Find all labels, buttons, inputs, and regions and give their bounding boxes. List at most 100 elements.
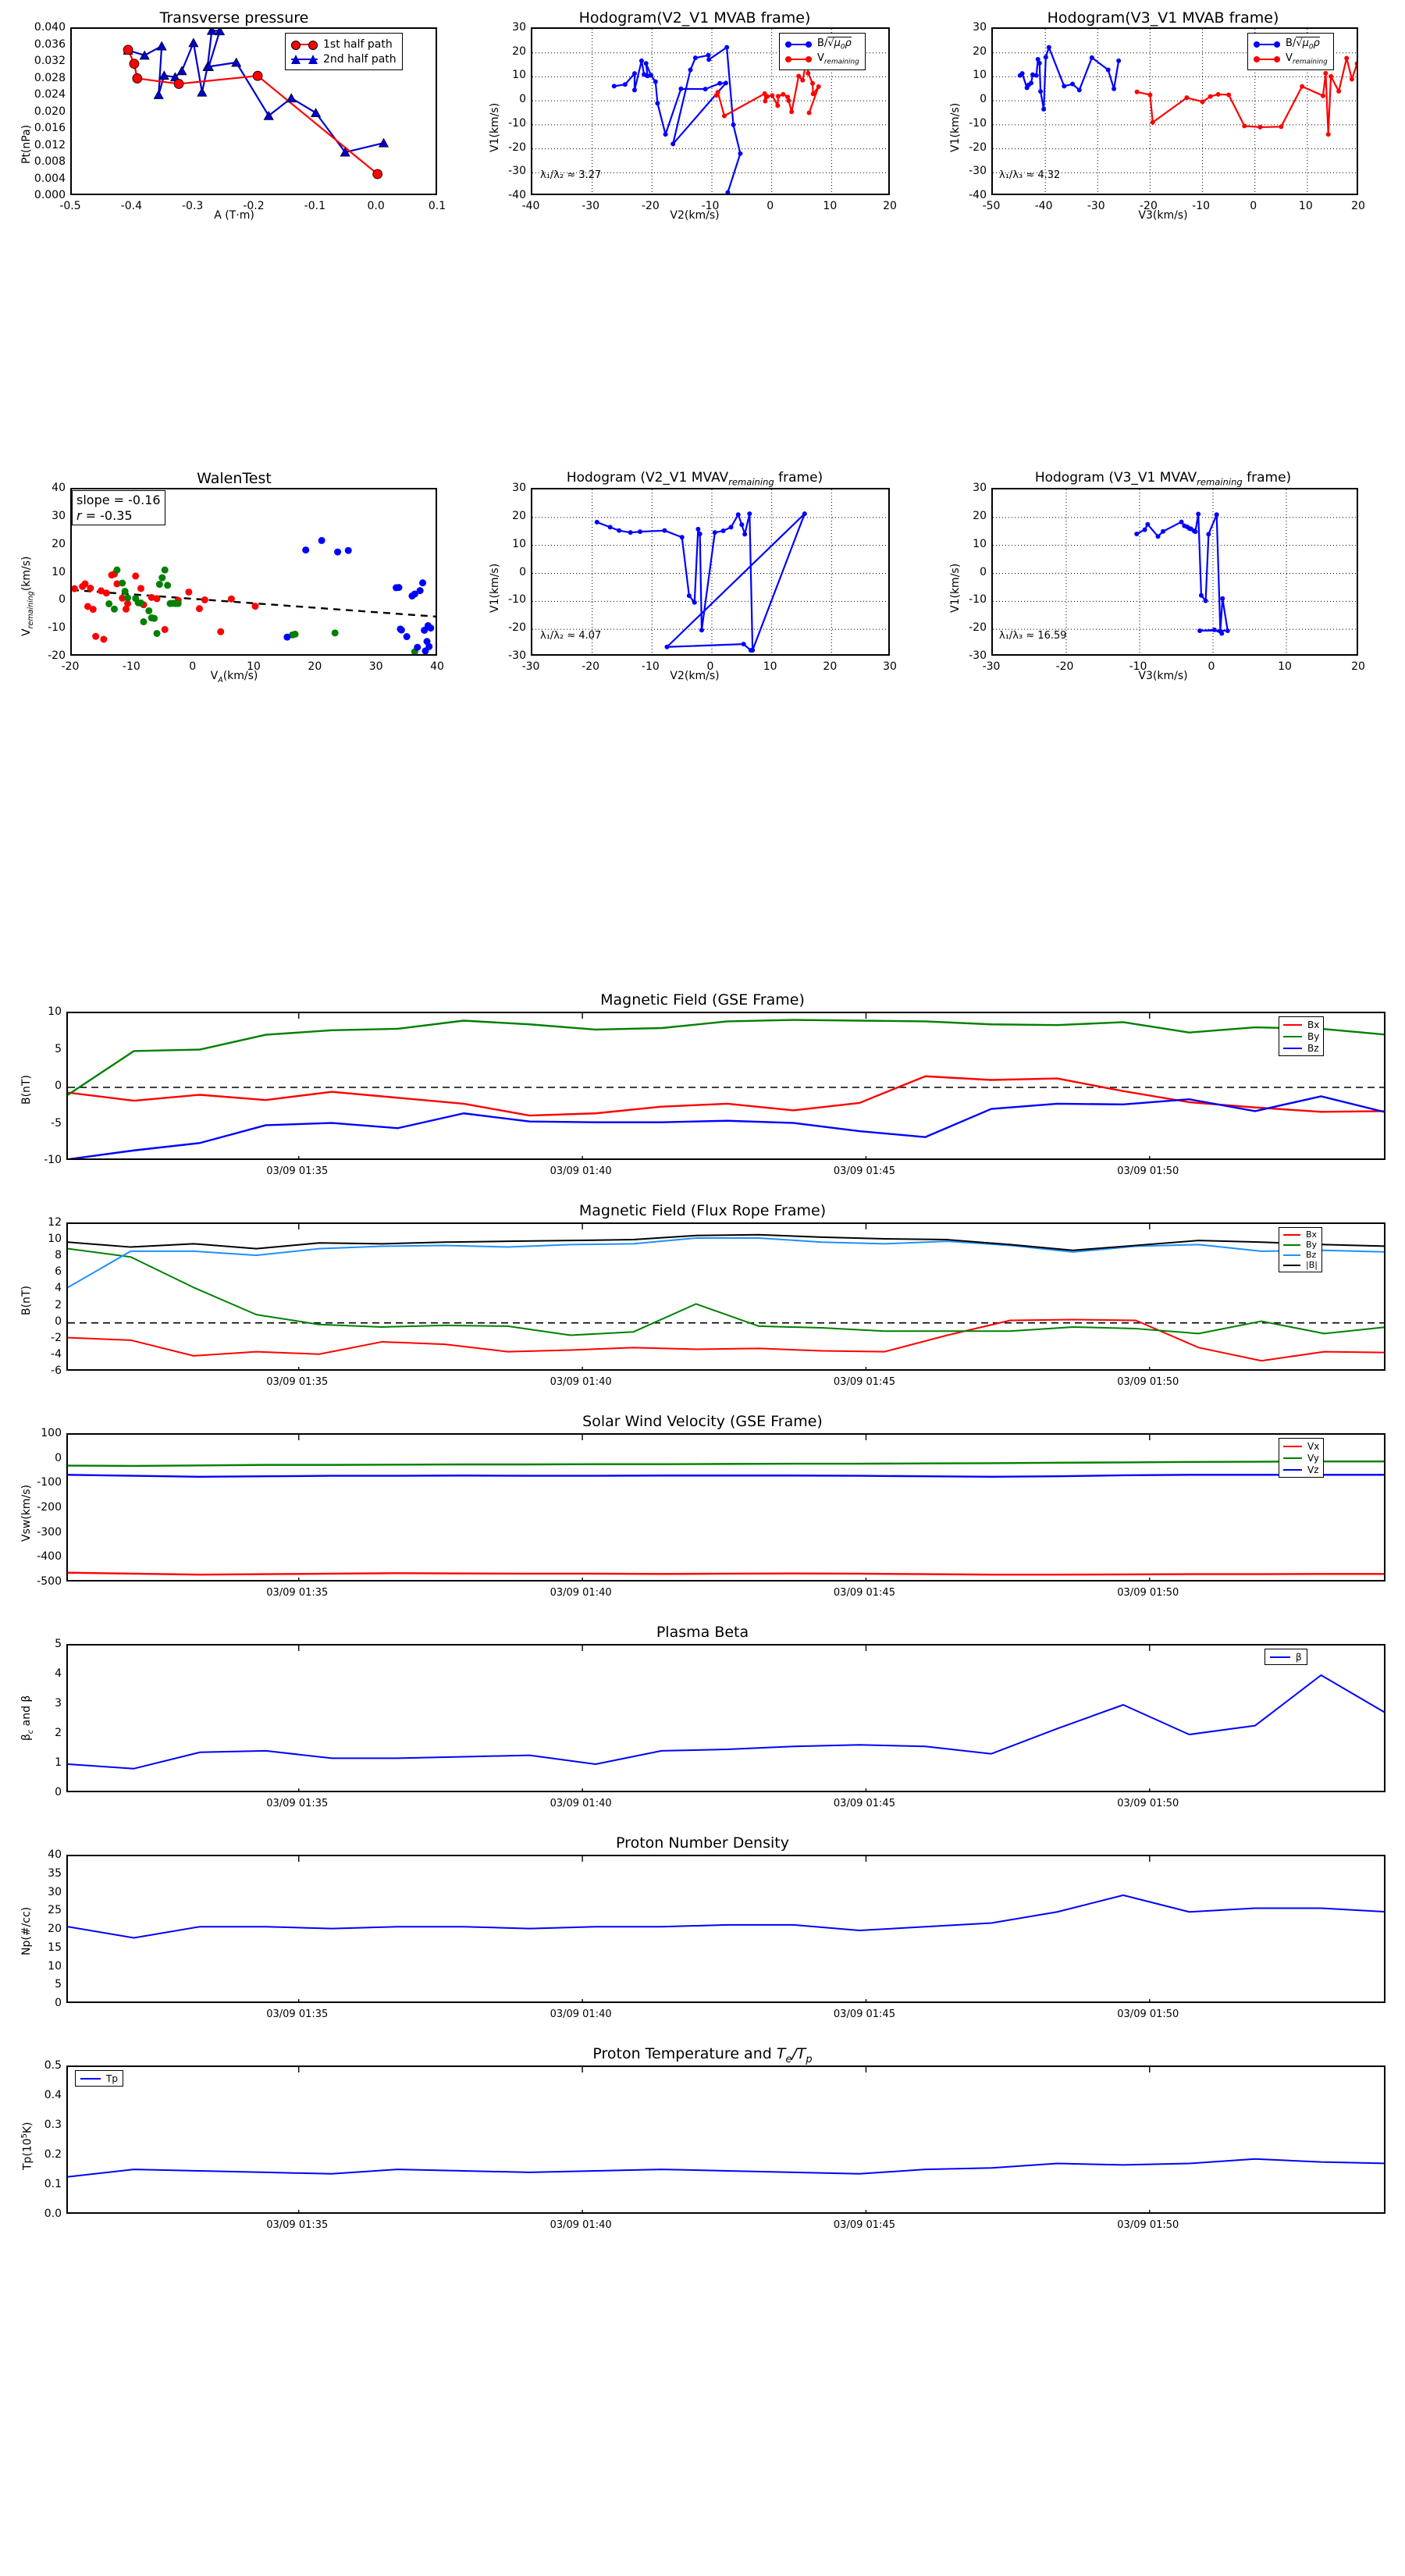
panel-proton-number-density: Proton Number Density Np(#/cc) 0 5 10 15 20 2…	[16, 1834, 1389, 2030]
legend-label-beta: β	[1296, 1651, 1302, 1663]
legend-solar-wind-velocity: Vx Vy Vz	[1279, 1438, 1325, 1478]
page-title-hodogram-v3v1-mvab: Hodogram(V3_V1 MVAB frame)	[1047, 9, 1279, 27]
x-tick-label: -30	[521, 660, 540, 673]
x-tick-label-time: 03/09 01:45	[833, 1376, 895, 1388]
y-tick-label: -2	[51, 1331, 62, 1344]
legend-label-second-half: 2nd half path	[323, 52, 397, 66]
legend-item-beta: β	[1270, 1651, 1302, 1663]
y-tick-label: -10	[508, 116, 526, 130]
x-tick-label-time: 03/09 01:45	[833, 1165, 895, 1177]
y-tick-label: 20	[973, 509, 987, 522]
x-tick-label-time: 03/09 01:45	[833, 1798, 895, 1809]
legend-swatch-red-line-icon	[785, 55, 812, 64]
y-tick-label: 0.2	[44, 2148, 62, 2161]
y-tick-label: 0.016	[34, 122, 66, 134]
y-tick-label: 4	[55, 1282, 62, 1295]
legend-label-vx: Vx	[1307, 1440, 1320, 1452]
y-tick-label: 10	[973, 69, 987, 82]
y-tick-label: 0.3	[44, 2119, 62, 2131]
x-tick-label: 0	[767, 200, 774, 212]
x-tick-label: -10	[122, 660, 140, 673]
y-tick-label: -30	[508, 649, 526, 662]
y-tick-label: 15	[48, 1941, 62, 1954]
page-title-transverse-pressure: Transverse pressure	[159, 9, 309, 27]
legend-label-vy: Vy	[1307, 1452, 1319, 1464]
y-tick-label: 30	[512, 482, 526, 494]
y-tick-label: 10	[48, 1233, 62, 1246]
y-tick-label: -6	[51, 1364, 62, 1377]
y-tick-label: 12	[48, 1216, 62, 1229]
legend-swatch-vy-icon	[1283, 1453, 1302, 1463]
x-tick-label-time: 03/09 01:35	[266, 2219, 329, 2231]
x-tick-label: -30	[1087, 200, 1105, 212]
panel-hodogram-v3v1-mvab: Hodogram(V3_V1 MVAB frame) V1(km/s) -50-…	[944, 8, 1382, 222]
legend-label-bx: Bx	[1307, 1019, 1320, 1030]
legend-magnetic-field-flux-rope: Bx By Bz |B|	[1279, 1227, 1322, 1272]
x-tick-label-time: 03/09 01:40	[550, 2219, 612, 2231]
y-tick-label: 0.000	[34, 189, 66, 201]
legend-swatch-beta-icon	[1270, 1653, 1290, 1662]
x-tick-label: 10	[1298, 200, 1313, 212]
y-tick-label: 0	[55, 1080, 62, 1092]
annotation-correlation: r = -0.35	[76, 507, 133, 523]
annotation-slope: slope = -0.16	[76, 493, 161, 507]
x-tick-label-time: 03/09 01:35	[266, 1587, 329, 1599]
axis-label-x-hodogram-v2v1-mvab: V2(km/s)	[670, 209, 720, 222]
legend-swatch-triangle-icon	[291, 54, 318, 64]
y-tick-label: -500	[37, 1575, 62, 1588]
y-tick-label: 0.0	[44, 2208, 62, 2220]
x-tick-label: 20	[308, 660, 322, 673]
annotation-eigenvalue-ratio-v3v1-mvab: λ₁/λ₃ ≈ 4.32	[999, 169, 1061, 181]
y-tick-label: -40	[508, 189, 526, 201]
y-tick-label: 10	[52, 565, 66, 578]
y-tick-label: 0.012	[34, 138, 66, 151]
panel-solar-wind-velocity-gse: Solar Wind Velocity (GSE Frame) Vsw(km/s…	[16, 1413, 1389, 1608]
y-tick-label: 4	[55, 1667, 62, 1680]
legend-swatch-bx-icon	[1283, 1230, 1300, 1240]
y-tick-label: 5	[55, 1978, 62, 1991]
plot-area-proton-number-density	[66, 1855, 1385, 2003]
page-title-magnetic-field-flux-rope: Magnetic Field (Flux Rope Frame)	[578, 1202, 827, 1219]
x-tick-label-time: 03/09 01:35	[266, 1798, 329, 1809]
legend-item-alfven-velocity: B/√μ0ρ	[785, 36, 859, 52]
y-tick-label: 10	[973, 537, 987, 550]
y-tick-label: 30	[973, 21, 987, 34]
y-tick-label: 30	[48, 1885, 62, 1898]
x-tick-label-time: 03/09 01:35	[266, 1376, 329, 1388]
x-tick-label: -20	[582, 660, 600, 673]
y-tick-label: -400	[37, 1550, 62, 1564]
panel-hodogram-v2v1-mvavremaining: Hodogram (V2_V1 MVAVremaining frame) V1(…	[484, 468, 905, 687]
y-tick-label: 5	[55, 1638, 62, 1650]
legend-label-bx: Bx	[1306, 1229, 1318, 1240]
x-tick-label: 20	[1351, 200, 1365, 212]
legend-label-bmag: |B|	[1306, 1260, 1318, 1270]
y-tick-label: 0	[55, 1997, 62, 2009]
x-tick-label: 20	[823, 660, 838, 673]
x-tick-label: 10	[247, 660, 261, 673]
x-tick-label: -30	[582, 200, 600, 212]
y-tick-label: 20	[48, 1923, 62, 1935]
x-tick-label: -40	[521, 200, 540, 212]
y-tick-label: -20	[969, 621, 987, 635]
legend-label-first-half: 1st half path	[323, 37, 393, 51]
y-tick-label: 0.024	[34, 88, 66, 101]
y-tick-label: 10	[48, 1005, 62, 1018]
x-tick-label-time: 03/09 01:50	[1117, 1798, 1179, 1809]
x-tick-label-time: 03/09 01:40	[550, 2008, 612, 2020]
panel-magnetic-field-gse: Magnetic Field (GSE Frame) B(nT) -10 -5 0 5…	[16, 991, 1389, 1187]
legend-item-tp: Tp	[80, 2073, 118, 2084]
legend-item-bmag: |B|	[1283, 1260, 1318, 1270]
x-tick-label: -0.2	[243, 200, 265, 212]
x-tick-label-time: 03/09 01:45	[833, 2219, 895, 2231]
y-tick-label: 40	[52, 482, 66, 494]
y-tick-label: 0	[55, 1315, 62, 1328]
panel-proton-temperature: Proton Temperature and Te/Tp Tp(105K) 0.…	[16, 2045, 1389, 2240]
legend-label-tp: Tp	[106, 2073, 118, 2084]
y-tick-label: -100	[37, 1476, 62, 1489]
legend-swatch-by-icon	[1283, 1032, 1302, 1041]
legend-swatch-circle-icon	[291, 40, 318, 50]
y-tick-label: 0.036	[34, 37, 66, 51]
y-tick-label: 25	[48, 1904, 62, 1917]
x-tick-label: -20	[641, 200, 660, 212]
y-tick-label: 0	[980, 565, 987, 578]
